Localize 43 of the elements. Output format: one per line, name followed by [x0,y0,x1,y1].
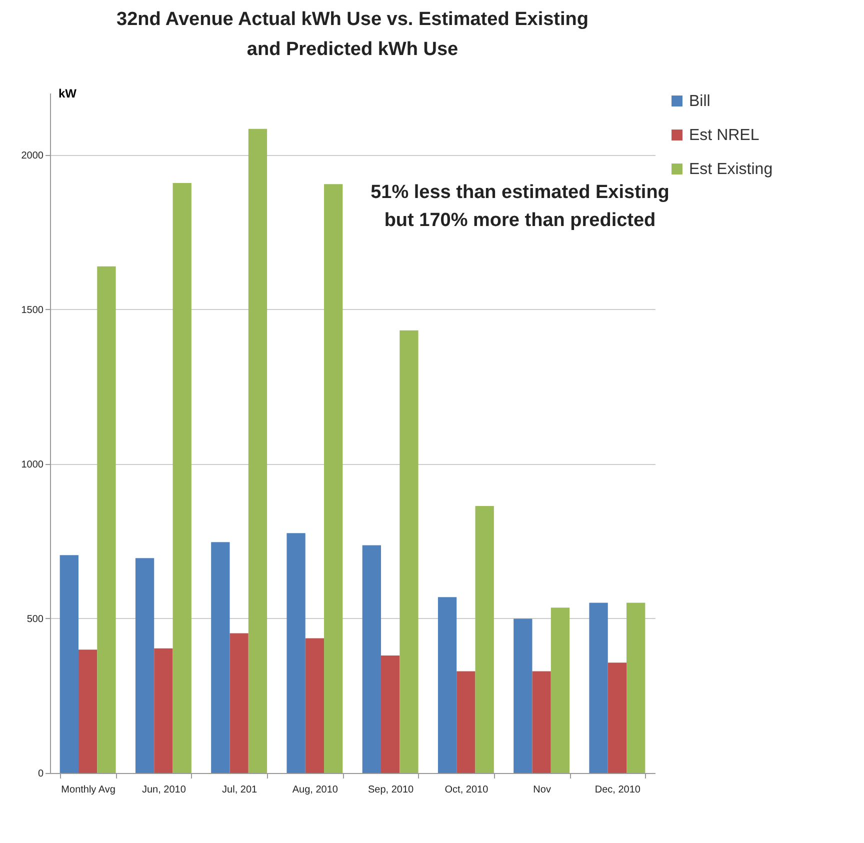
bar [135,558,154,773]
bar [97,266,116,773]
bar [608,662,627,773]
y-tick-label: 500 [26,614,44,625]
bar [475,506,494,773]
bar [380,656,400,773]
y-tick-label: 1000 [21,459,44,470]
y-tick-label: 1500 [21,304,44,316]
x-tick-label: Sep, 2010 [368,784,414,796]
bar [550,608,570,773]
x-tick-label: Monthly Avg [61,784,116,796]
x-tick-label: Nov [533,784,551,796]
bar [248,128,268,773]
legend-label: Est NREL [689,127,760,144]
x-tick-label: Dec, 2010 [594,784,641,796]
chart-title: 32nd Avenue Actual kWh Use vs. Estimated Existing and Predicted kWh Use [116,9,588,60]
annotation: 51% less than estimated Existing but 170% more than predicted [370,182,670,231]
bar [589,602,608,773]
legend-label: Bill [689,93,710,110]
legend-label: Est Existing [689,161,773,178]
x-tick-label: Oct, 2010 [444,784,489,796]
bar [626,602,646,773]
bar [438,597,457,773]
bar [456,671,476,773]
bar [532,671,551,773]
x-tick-label: Jul, 201 [222,784,258,796]
x-tick-label: Jun, 2010 [142,784,186,796]
y-tick-label: 0 [38,768,44,780]
bar [305,638,324,773]
y-axis-title: kW [58,86,78,100]
bar [154,648,173,773]
bar [514,618,532,773]
bar [286,533,306,773]
bar [172,182,192,773]
bar [324,184,343,773]
bar [78,650,98,773]
bar [362,545,381,773]
y-tick-label: 2000 [21,150,44,162]
bar [211,542,230,773]
bar [400,330,418,773]
bar [230,633,248,773]
bar [60,555,78,773]
x-tick-label: Aug, 2010 [292,784,338,796]
